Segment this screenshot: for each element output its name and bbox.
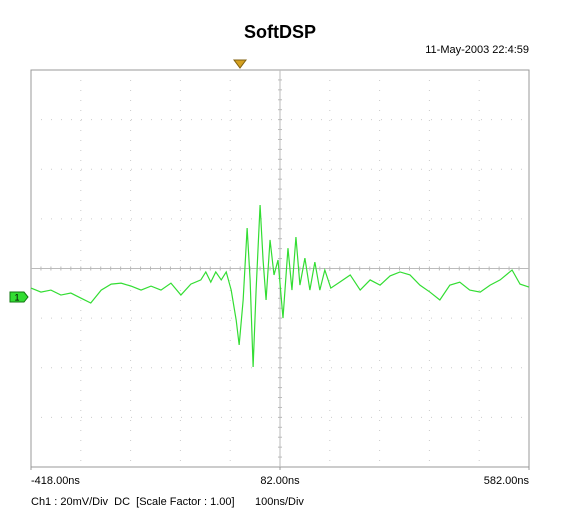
chart-title: SoftDSP [244,22,316,42]
channel-marker-label: 1 [14,292,19,302]
x-tick-label: -418.00ns [31,475,80,487]
timestamp: 11-May-2003 22:4:59 [425,44,529,56]
trigger-marker [233,59,247,69]
x-tick-label: 582.00ns [484,475,530,487]
trace [30,204,530,368]
timebase: 100ns/Div [255,496,304,508]
x-tick-label: 82.00ns [260,475,300,487]
channel-settings: Ch1 : 20mV/Div DC [Scale Factor : 1.00] [31,496,235,508]
channel-marker [9,291,29,303]
